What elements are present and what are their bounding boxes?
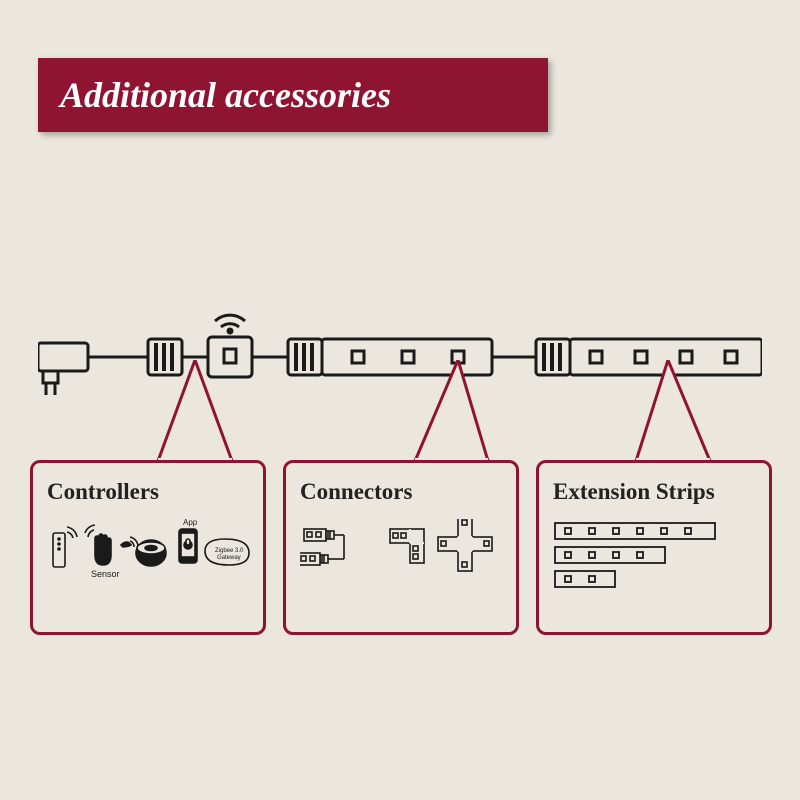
header-banner: Additional accessories	[38, 58, 548, 132]
callout-box: Connectors	[283, 460, 519, 635]
callout-pointer-icon	[283, 360, 519, 463]
inline-connector-icon	[300, 529, 344, 565]
callout-box: Controllers	[30, 460, 266, 635]
wifi-icon	[215, 315, 245, 333]
voice-hub-icon	[121, 537, 166, 566]
strip-long-icon	[555, 523, 715, 539]
hand-sensor-icon	[85, 525, 111, 565]
app-label: App	[183, 519, 198, 527]
strip-medium-icon	[555, 547, 665, 563]
callout-pointer-icon	[536, 360, 772, 463]
gateway-label-2: Gateway	[217, 555, 241, 561]
smartphone-app-icon	[179, 529, 197, 563]
callout-title: Controllers	[47, 479, 249, 505]
header-banner-label: Additional accessories	[60, 74, 391, 116]
strip-short-icon	[555, 571, 615, 587]
callout-title: Connectors	[300, 479, 502, 505]
remote-icon	[53, 527, 77, 567]
callout-box: Extension Strips	[536, 460, 772, 635]
callout-icons	[300, 519, 502, 611]
callout-icons	[553, 519, 755, 611]
cross-connector-icon	[438, 519, 492, 571]
callout-icons: Sensor	[47, 519, 249, 611]
callout-title: Extension Strips	[553, 479, 755, 505]
gateway-label-1: Zigbee 3.0	[215, 548, 244, 554]
sensor-label: Sensor	[91, 569, 120, 579]
callout-pointer-icon	[30, 360, 266, 463]
callout-container: Controllers	[25, 360, 775, 670]
l-connector-icon	[390, 529, 424, 563]
